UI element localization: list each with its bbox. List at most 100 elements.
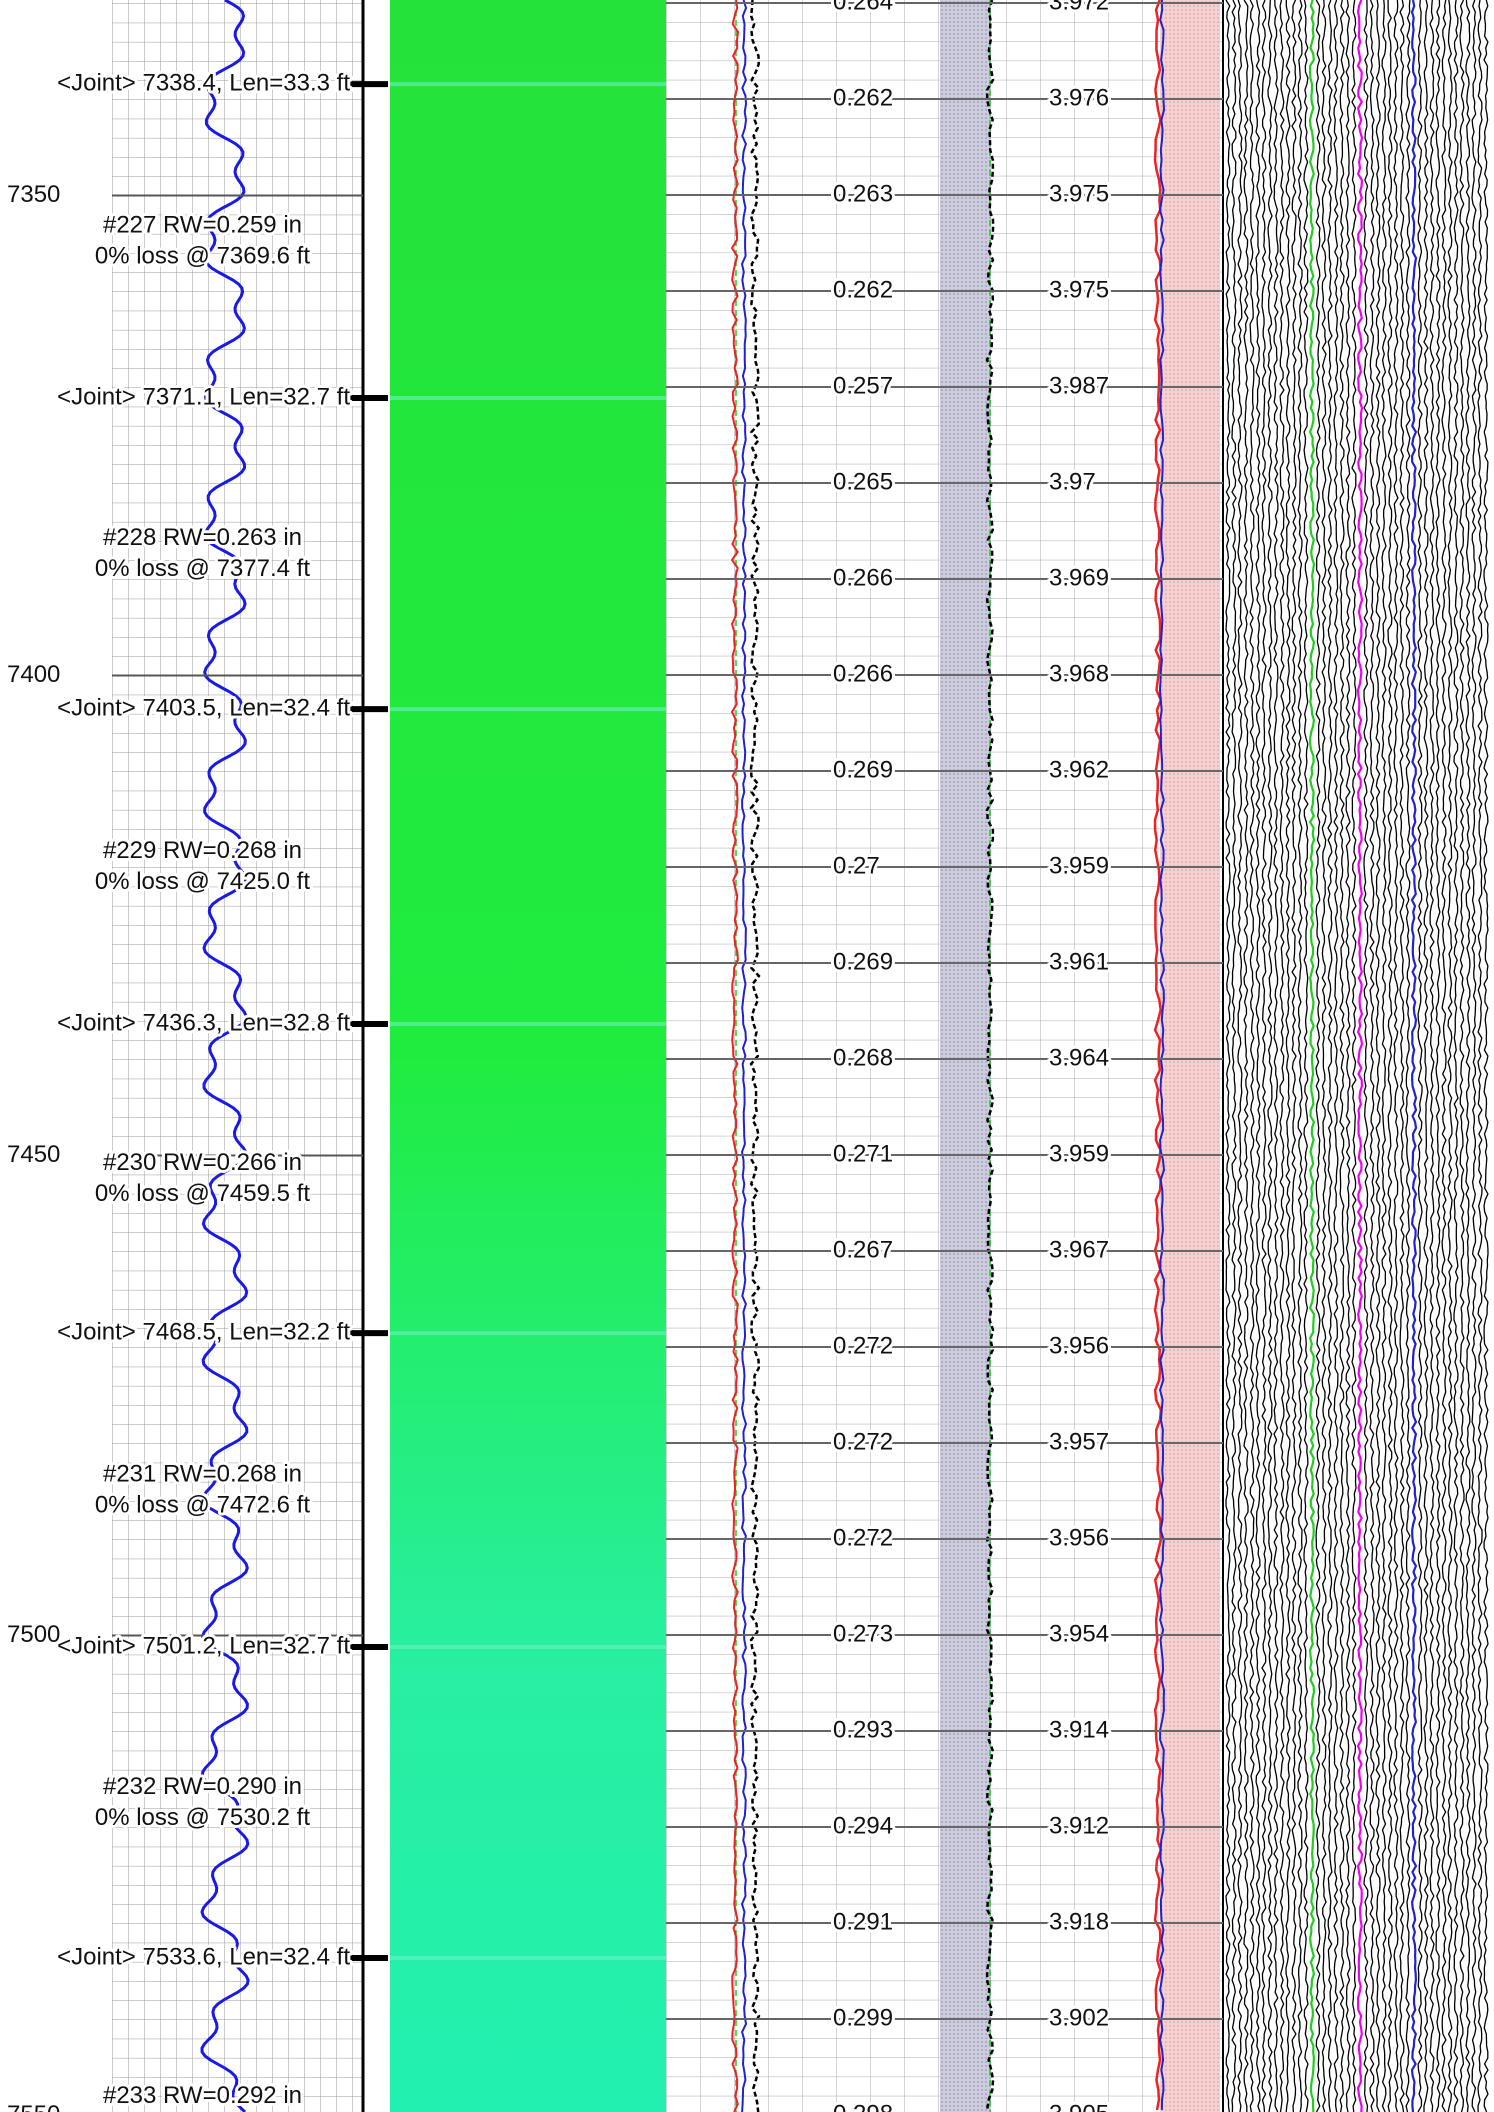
wall-thickness-label: 0.299 (833, 2004, 893, 2031)
wall-thickness-label: 0.264 (833, 0, 893, 15)
wall-thickness-label: 0.262 (833, 276, 893, 303)
curve (1356, 0, 1364, 2112)
curve (1447, 0, 1453, 2112)
tally-line: 0% loss @ 7459.5 ft (95, 1180, 310, 1207)
wall-thickness-label: 0.27 (833, 852, 880, 879)
tally-line: 0% loss @ 7377.4 ft (95, 555, 310, 582)
inner-diameter-label: 3.959 (1049, 1140, 1109, 1167)
curve (1327, 0, 1333, 2112)
curve (1375, 0, 1381, 2112)
inner-diameter-label: 3.961 (1049, 948, 1109, 975)
inner-diameter-label: 3.975 (1049, 180, 1109, 207)
curve (1393, 0, 1399, 2112)
tally-line: #230 RW=0.266 in (103, 1149, 302, 1176)
curve (1303, 0, 1309, 2112)
curve (1405, 0, 1411, 2112)
wall-thickness-label: 0.293 (833, 1716, 893, 1743)
wall-thickness-label: 0.294 (833, 1812, 893, 1839)
curve (1465, 0, 1471, 2112)
curve (1308, 0, 1316, 2112)
curve (1158, 0, 1166, 2111)
curve (1339, 0, 1345, 2112)
depth-label: 7400 (7, 661, 60, 688)
inner-diameter-label: 3.954 (1049, 1620, 1109, 1647)
curve (1369, 0, 1375, 2112)
tally-line: 0% loss @ 7472.6 ft (95, 1491, 310, 1518)
tally-line: #233 RW=0.292 in (103, 2082, 302, 2109)
inner-diameter-label: 3.967 (1049, 1236, 1109, 1263)
wall-thickness-label: 0.269 (833, 948, 893, 975)
curve (1261, 0, 1267, 2112)
tally-line: #231 RW=0.268 in (103, 1460, 302, 1487)
joint-label: <Joint> 7436.3, Len=32.8 ft (57, 1009, 350, 1036)
tally-line: #232 RW=0.290 in (103, 1773, 302, 1800)
id-band (940, 0, 991, 2112)
curve (1429, 0, 1435, 2112)
curve (985, 0, 995, 2111)
inner-diameter-label: 3.914 (1049, 1716, 1109, 1743)
wall-thickness-label: 0.263 (833, 180, 893, 207)
curve (1471, 0, 1477, 2112)
tally-line: #229 RW=0.268 in (103, 837, 302, 864)
wall-thickness-label: 0.298 (833, 2100, 893, 2112)
depth-label: 7500 (7, 1621, 60, 1648)
curve (1423, 0, 1429, 2112)
joint-label: <Joint> 7533.6, Len=32.4 ft (57, 1943, 350, 1970)
wall-thickness-label: 0.266 (833, 564, 893, 591)
caliper-curve (200, 0, 250, 2112)
inner-diameter-label: 3.956 (1049, 1332, 1109, 1359)
joint-label: <Joint> 7403.5, Len=32.4 ft (57, 694, 350, 721)
tally-line: 0% loss @ 7530.2 ft (95, 1804, 310, 1831)
wall-thickness-label: 0.266 (833, 660, 893, 687)
curve (1267, 0, 1273, 2112)
inner-diameter-label: 3.956 (1049, 1524, 1109, 1551)
curve (1441, 0, 1447, 2112)
inner-diameter-label: 3.969 (1049, 564, 1109, 591)
curve (730, 0, 740, 2112)
tally-line: #227 RW=0.259 in (103, 211, 302, 238)
od-band (1160, 0, 1220, 2112)
wall-thickness-label: 0.271 (833, 1140, 893, 1167)
curve (1285, 0, 1291, 2112)
curve (1291, 0, 1297, 2112)
inner-diameter-label: 3.968 (1049, 660, 1109, 687)
curve (1417, 0, 1423, 2112)
curve (1255, 0, 1261, 2112)
wall-thickness-label: 0.272 (833, 1428, 893, 1455)
wall-thickness-label: 0.262 (833, 84, 893, 111)
curve (1459, 0, 1465, 2112)
curve (1351, 0, 1357, 2112)
inner-diameter-label: 3.959 (1049, 852, 1109, 879)
joint-label: <Joint> 7468.5, Len=32.2 ft (57, 1318, 350, 1345)
curve (1381, 0, 1387, 2112)
wall-thickness-label: 0.272 (833, 1332, 893, 1359)
wall-thickness-label: 0.257 (833, 372, 893, 399)
wall-thickness-label: 0.269 (833, 756, 893, 783)
curve (1477, 0, 1483, 2112)
wall-thickness-label: 0.273 (833, 1620, 893, 1647)
curve (1153, 0, 1163, 2111)
tally-line: 0% loss @ 7369.6 ft (95, 242, 310, 269)
wall-thickness-label: 0.291 (833, 1908, 893, 1935)
curve (1453, 0, 1459, 2112)
curve (1363, 0, 1369, 2112)
wall-thickness-label: 0.272 (833, 1524, 893, 1551)
curve (1435, 0, 1441, 2112)
curve (749, 0, 761, 2112)
inner-diameter-label: 3.905 (1049, 2100, 1109, 2112)
inner-diameter-label: 3.918 (1049, 1908, 1109, 1935)
curve (1315, 0, 1321, 2112)
depth-grid (112, 0, 363, 2112)
curve (1483, 0, 1489, 2112)
curve (1249, 0, 1255, 2112)
depth-label: 7350 (7, 181, 60, 208)
curve (740, 0, 748, 2112)
tally-line: #228 RW=0.263 in (103, 524, 302, 551)
inner-diameter-label: 3.976 (1049, 84, 1109, 111)
depth-label: 7550 (7, 2101, 60, 2112)
tally-line: 0% loss @ 7425.0 ft (95, 868, 310, 895)
curve (1333, 0, 1339, 2112)
joint-label: <Joint> 7338.4, Len=33.3 ft (57, 69, 350, 96)
